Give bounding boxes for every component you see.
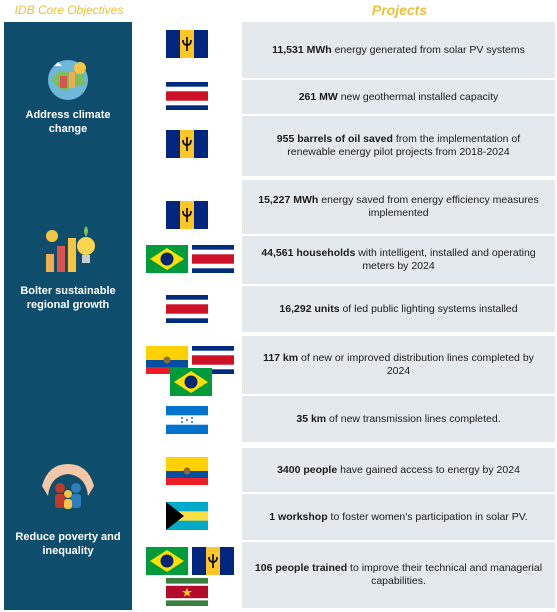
project-row: 1 workshop to foster women's participati… bbox=[242, 494, 555, 540]
climate-icon bbox=[38, 50, 98, 110]
objective-label: Reduce poverty and inequality bbox=[15, 531, 121, 557]
costa-rica-flag bbox=[166, 295, 208, 323]
costa-rica-flag bbox=[166, 82, 208, 110]
brazil-flag bbox=[170, 368, 212, 396]
objective-label: Bolter sustainable regional growth bbox=[20, 285, 116, 311]
project-row: 261 MW new geothermal installed capacity bbox=[242, 80, 555, 114]
brazil-flag bbox=[146, 245, 188, 273]
project-row: 44,561 households with intelligent, inst… bbox=[242, 236, 555, 284]
project-row: 955 barrels of oil saved from the implem… bbox=[242, 116, 555, 176]
suriname-flag bbox=[166, 578, 208, 606]
bahamas-flag bbox=[166, 502, 208, 530]
ecuador-flag bbox=[166, 457, 208, 485]
project-row: 15,227 MWh energy saved from energy effi… bbox=[242, 180, 555, 234]
objective-climate: Address climate change bbox=[4, 22, 132, 176]
project-row: 35 km of new transmission lines complete… bbox=[242, 396, 555, 442]
projects-header: Projects bbox=[371, 2, 428, 18]
project-row: 117 km of new or improved distribution l… bbox=[242, 336, 555, 394]
objectives-header: IDB Core Objectives bbox=[14, 3, 124, 17]
project-row: 3400 people have gained access to energy… bbox=[242, 448, 555, 492]
barbados-flag bbox=[166, 201, 208, 229]
project-row: 16,292 units of led public lighting syst… bbox=[242, 286, 555, 332]
objective-growth: Bolter sustainable regional growth bbox=[4, 176, 132, 442]
barbados-flag bbox=[166, 130, 208, 158]
honduras-flag bbox=[166, 406, 208, 434]
growth-icon bbox=[38, 220, 98, 280]
barbados-flag bbox=[192, 547, 234, 575]
barbados-flag bbox=[166, 30, 208, 58]
community-icon bbox=[38, 456, 98, 516]
project-row: 11,531 MWh energy generated from solar P… bbox=[242, 22, 555, 78]
project-row: 106 people trained to improve their tech… bbox=[242, 542, 555, 608]
objective-label: Address climate change bbox=[25, 109, 111, 135]
costa-rica-flag bbox=[192, 245, 234, 273]
brazil-flag bbox=[146, 547, 188, 575]
objective-poverty: Reduce poverty and inequality bbox=[4, 442, 132, 610]
ecuador-flag bbox=[146, 346, 188, 374]
